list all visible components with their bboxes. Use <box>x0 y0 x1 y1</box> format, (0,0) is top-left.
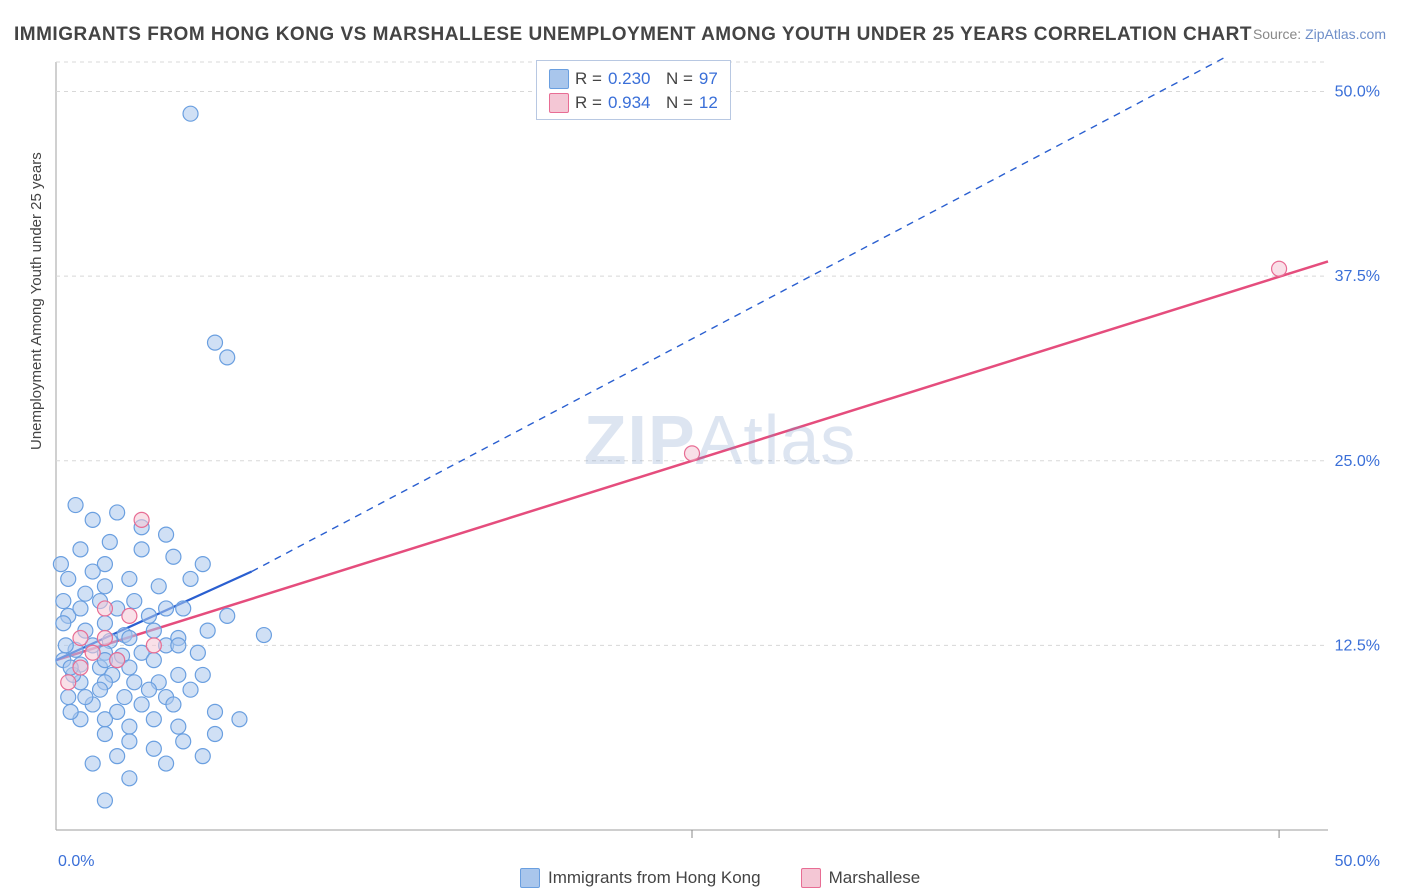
ms-series-label: Marshallese <box>829 868 921 888</box>
svg-text:50.0%: 50.0% <box>1335 84 1380 101</box>
legend-row-hk: R = 0.230 N = 97 <box>549 67 718 91</box>
correlation-legend: R = 0.230 N = 97 R = 0.934 N = 12 <box>536 60 731 120</box>
ms-n-value: 12 <box>699 93 718 113</box>
legend-item-hk: Immigrants from Hong Kong <box>520 868 761 888</box>
legend-r-prefix: R = <box>575 69 602 89</box>
series-legend: Immigrants from Hong Kong Marshallese <box>520 868 920 888</box>
hk-n-value: 97 <box>699 69 718 89</box>
legend-n-prefix: N = <box>666 69 693 89</box>
chart-title: IMMIGRANTS FROM HONG KONG VS MARSHALLESE… <box>14 24 1252 46</box>
hk-series-label: Immigrants from Hong Kong <box>548 868 761 888</box>
legend-row-ms: R = 0.934 N = 12 <box>549 91 718 115</box>
ms-r-value: 0.934 <box>608 93 660 113</box>
ms-swatch-bottom <box>801 868 821 888</box>
source-attribution: Source: ZipAtlas.com <box>1253 26 1386 42</box>
hk-swatch-bottom <box>520 868 540 888</box>
svg-text:0.0%: 0.0% <box>58 853 94 870</box>
svg-text:25.0%: 25.0% <box>1335 453 1380 470</box>
legend-item-ms: Marshallese <box>801 868 921 888</box>
scatter-chart: 12.5% 25.0% 37.5% 50.0% 0.0% 50.0% <box>48 56 1388 872</box>
hk-r-value: 0.230 <box>608 69 660 89</box>
hk-swatch <box>549 69 569 89</box>
svg-text:50.0%: 50.0% <box>1335 853 1380 870</box>
source-label: Source: <box>1253 26 1301 42</box>
legend-r-prefix: R = <box>575 93 602 113</box>
svg-text:37.5%: 37.5% <box>1335 268 1380 285</box>
ms-swatch <box>549 93 569 113</box>
svg-text:12.5%: 12.5% <box>1335 637 1380 654</box>
y-axis-label: Unemployment Among Youth under 25 years <box>28 152 45 450</box>
source-link[interactable]: ZipAtlas.com <box>1305 26 1386 42</box>
legend-n-prefix: N = <box>666 93 693 113</box>
